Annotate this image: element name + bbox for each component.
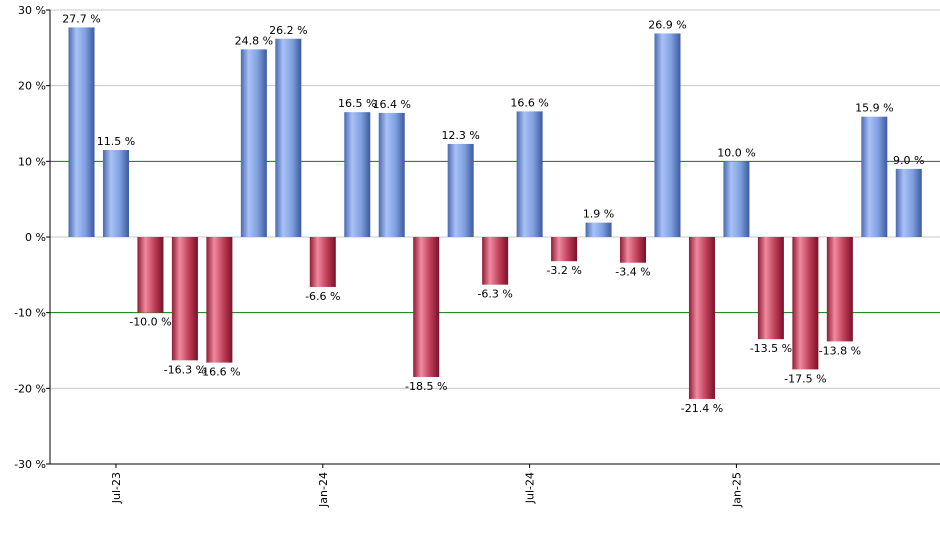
data-label: 15.9 % bbox=[855, 102, 893, 115]
data-label: -16.3 % bbox=[164, 363, 206, 376]
data-label: -21.4 % bbox=[681, 402, 723, 415]
data-label: 26.2 % bbox=[269, 24, 307, 37]
data-label: -16.6 % bbox=[198, 366, 240, 379]
data-label: 10.0 % bbox=[717, 146, 755, 159]
bar bbox=[447, 143, 474, 237]
data-label: 26.9 % bbox=[648, 18, 686, 31]
data-label: 11.5 % bbox=[97, 135, 135, 148]
y-tick-label: 30 % bbox=[18, 4, 46, 17]
bar bbox=[757, 237, 784, 340]
bar bbox=[137, 237, 164, 313]
data-label: -10.0 % bbox=[129, 316, 171, 329]
y-tick-label: 10 % bbox=[18, 155, 46, 168]
bar bbox=[688, 237, 715, 399]
x-tick-label: Jul-24 bbox=[524, 472, 537, 504]
bar bbox=[895, 168, 922, 237]
data-labels: 27.7 %11.5 %-10.0 %-16.3 %-16.6 %24.8 %2… bbox=[62, 12, 924, 415]
bar bbox=[171, 237, 198, 361]
y-axis-ticks: 30 % 20 % 10 % 0 % -10 % -20 % -30 % bbox=[14, 4, 50, 471]
bar bbox=[551, 237, 578, 262]
data-label: -6.6 % bbox=[305, 290, 340, 303]
bar bbox=[826, 237, 853, 342]
bar bbox=[206, 237, 233, 363]
data-label: 16.6 % bbox=[510, 96, 548, 109]
reference-lines bbox=[50, 160, 940, 314]
data-label: -17.5 % bbox=[784, 372, 826, 385]
bar bbox=[654, 33, 681, 237]
bar bbox=[723, 161, 750, 237]
data-label: 27.7 % bbox=[62, 12, 100, 25]
y-tick-label: 0 % bbox=[25, 231, 46, 244]
data-label: 12.3 % bbox=[441, 129, 479, 142]
y-tick-label: -10 % bbox=[14, 307, 46, 320]
x-tick-label: Jul-23 bbox=[110, 472, 123, 504]
bar bbox=[378, 112, 405, 237]
y-tick-label: 20 % bbox=[18, 80, 46, 93]
bar bbox=[516, 111, 543, 237]
x-axis-ticks: Jul-23 Jan-24 Jul-24 Jan-25 bbox=[110, 464, 743, 508]
data-label: -3.4 % bbox=[615, 266, 650, 279]
bar bbox=[413, 237, 440, 377]
bar bbox=[240, 49, 267, 238]
bar bbox=[482, 237, 509, 285]
data-label: 24.8 % bbox=[235, 34, 273, 47]
bar bbox=[585, 222, 612, 237]
y-tick-label: -30 % bbox=[14, 458, 46, 471]
data-label: -13.8 % bbox=[819, 344, 861, 357]
bar bbox=[861, 116, 888, 237]
bar bbox=[620, 237, 647, 263]
bars bbox=[68, 27, 922, 399]
bar bbox=[344, 112, 371, 237]
data-label: -3.2 % bbox=[546, 264, 581, 277]
bar bbox=[68, 27, 95, 237]
bar bbox=[275, 38, 302, 238]
data-label: 1.9 % bbox=[583, 208, 614, 221]
x-tick-label: Jan-24 bbox=[317, 472, 330, 508]
data-label: -6.3 % bbox=[477, 288, 512, 301]
data-label: -13.5 % bbox=[750, 342, 792, 355]
bar bbox=[792, 237, 819, 370]
bar bbox=[309, 237, 336, 287]
data-label: 9.0 % bbox=[893, 154, 924, 167]
x-tick-label: Jan-25 bbox=[730, 472, 743, 508]
data-label: -18.5 % bbox=[405, 380, 447, 393]
data-label: 16.4 % bbox=[373, 98, 411, 111]
y-tick-label: -20 % bbox=[14, 382, 46, 395]
bar bbox=[102, 149, 129, 237]
data-label: 16.5 % bbox=[338, 97, 376, 110]
